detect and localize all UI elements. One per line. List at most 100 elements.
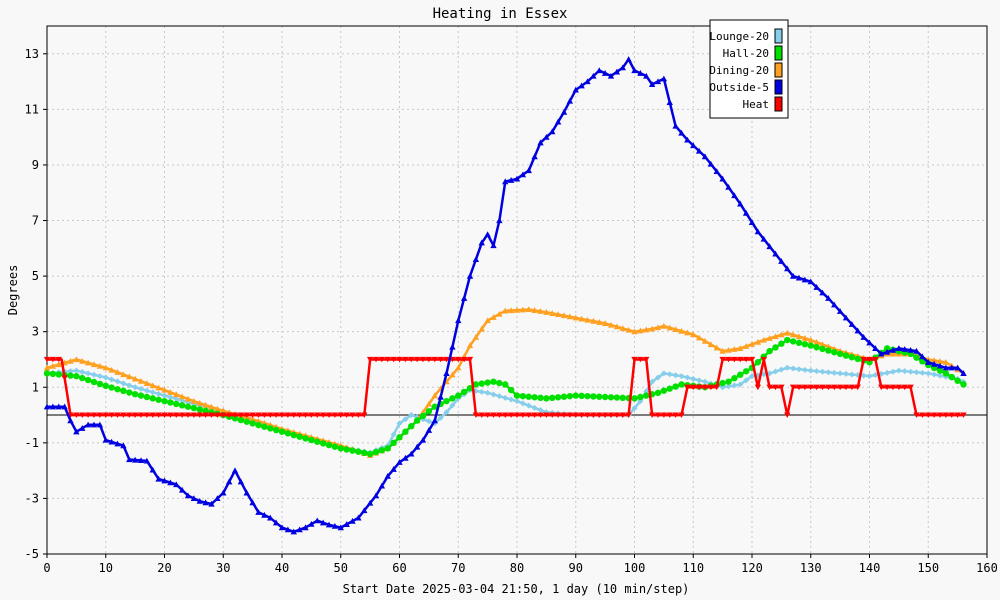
data-point-heat <box>296 412 303 418</box>
data-point-hall-20 <box>231 415 239 422</box>
data-point-hall-20 <box>67 372 74 379</box>
data-point-heat <box>55 356 62 363</box>
data-point-hall-20 <box>813 344 820 351</box>
data-point-hall-20 <box>572 392 579 399</box>
data-point-hall-20 <box>478 380 485 387</box>
data-point-hall-20 <box>237 416 245 424</box>
data-point-dining-20 <box>637 327 644 334</box>
data-point-outside-5 <box>402 454 409 461</box>
data-point-outside-5 <box>660 75 668 82</box>
data-point-hall-20 <box>184 403 192 410</box>
data-point-lounge-20 <box>502 394 509 401</box>
data-point-heat <box>478 412 485 418</box>
data-point-hall-20 <box>84 376 92 384</box>
data-point-outside-5 <box>184 492 192 499</box>
data-point-heat <box>496 412 503 418</box>
data-point-heat <box>237 412 245 418</box>
x-tick-label: 120 <box>741 561 763 575</box>
data-point-outside-5 <box>314 517 321 524</box>
data-point-hall-20 <box>372 448 380 456</box>
data-point-heat <box>90 412 98 418</box>
data-point-hall-20 <box>120 387 127 395</box>
data-point-outside-5 <box>413 443 421 450</box>
data-point-heat <box>243 412 250 418</box>
data-point-hall-20 <box>43 370 51 377</box>
data-point-hall-20 <box>296 433 303 440</box>
data-point-outside-5 <box>784 265 791 272</box>
data-point-outside-5 <box>472 256 480 263</box>
data-point-hall-20 <box>784 336 791 344</box>
data-point-lounge-20 <box>925 370 932 377</box>
data-point-heat <box>590 412 597 418</box>
data-point-heat <box>507 412 515 418</box>
data-point-outside-5 <box>842 314 850 321</box>
data-point-outside-5 <box>543 133 550 140</box>
data-point-outside-5 <box>678 129 685 136</box>
data-point-heat <box>678 412 685 418</box>
chart-title: Heating in Essex <box>433 6 568 22</box>
data-point-heat <box>361 412 368 418</box>
data-point-hall-20 <box>842 352 850 359</box>
data-point-hall-20 <box>472 381 480 388</box>
data-point-outside-5 <box>930 360 938 367</box>
data-point-outside-5 <box>507 177 515 183</box>
data-point-hall-20 <box>114 386 121 393</box>
data-point-dining-20 <box>90 361 98 368</box>
data-point-heat <box>901 384 908 391</box>
data-point-heat <box>695 384 703 391</box>
data-point-heat <box>631 356 638 363</box>
data-point-outside-5 <box>220 489 227 496</box>
data-point-lounge-20 <box>937 372 943 379</box>
data-point-lounge-20 <box>102 374 109 381</box>
data-point-heat <box>343 412 350 418</box>
data-point-outside-5 <box>713 168 720 175</box>
data-point-hall-20 <box>789 338 797 345</box>
data-point-dining-20 <box>55 361 62 368</box>
data-point-hall-20 <box>55 371 62 378</box>
data-point-dining-20 <box>660 322 668 329</box>
data-point-hall-20 <box>431 403 438 410</box>
data-point-dining-20 <box>543 309 550 315</box>
data-point-outside-5 <box>96 421 104 428</box>
data-point-outside-5 <box>102 436 109 443</box>
data-point-heat <box>372 356 380 363</box>
data-point-heat <box>173 412 180 418</box>
data-point-outside-5 <box>625 56 632 62</box>
data-point-lounge-20 <box>678 373 685 380</box>
data-point-lounge-20 <box>138 385 144 392</box>
data-point-outside-5 <box>43 403 51 410</box>
x-tick-label: 80 <box>510 561 524 575</box>
data-point-outside-5 <box>114 440 121 447</box>
data-point-heat <box>713 384 720 391</box>
data-point-heat <box>114 412 121 418</box>
data-point-heat <box>596 412 603 418</box>
data-point-hall-20 <box>402 428 409 435</box>
data-point-outside-5 <box>531 153 538 160</box>
data-point-dining-20 <box>772 333 779 340</box>
data-point-lounge-20 <box>807 367 814 374</box>
data-point-hall-20 <box>419 412 427 420</box>
data-point-outside-5 <box>319 519 327 526</box>
data-point-outside-5 <box>49 403 57 410</box>
data-point-lounge-20 <box>819 368 826 375</box>
data-point-heat <box>572 412 579 418</box>
data-point-hall-20 <box>384 445 391 452</box>
data-point-heat <box>784 412 791 418</box>
legend-label-dining-20: Dining-20 <box>709 64 769 77</box>
data-point-heat <box>202 412 209 418</box>
data-point-outside-5 <box>795 274 803 281</box>
data-point-lounge-20 <box>884 369 891 376</box>
data-point-hall-20 <box>502 381 509 388</box>
data-point-hall-20 <box>314 438 321 445</box>
data-point-outside-5 <box>419 436 427 443</box>
data-point-dining-20 <box>478 325 485 332</box>
data-point-hall-20 <box>49 370 57 378</box>
data-point-dining-20 <box>737 345 744 351</box>
data-point-dining-20 <box>449 371 456 378</box>
data-point-heat <box>73 412 80 418</box>
data-point-heat <box>948 412 955 418</box>
x-tick-label: 140 <box>859 561 881 575</box>
data-point-outside-5 <box>748 219 756 225</box>
data-point-heat <box>807 384 814 391</box>
data-point-dining-20 <box>795 333 803 340</box>
